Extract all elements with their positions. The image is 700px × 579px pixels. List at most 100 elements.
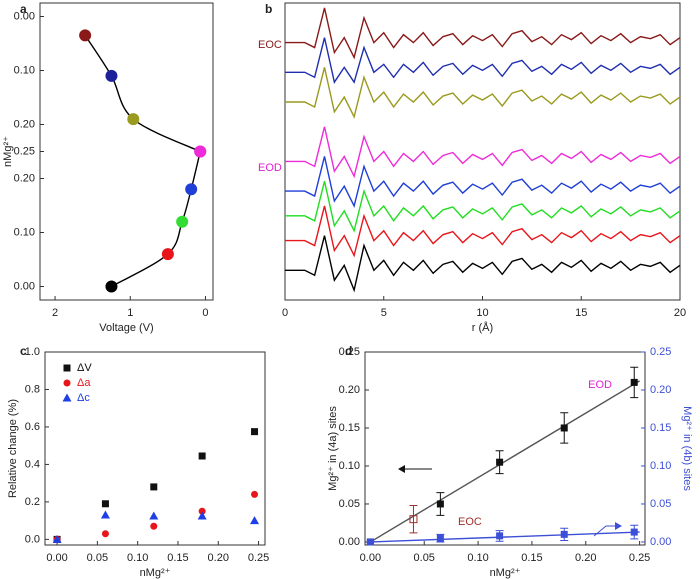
x-tick-label: 0.10 [467,552,488,564]
marker [496,458,504,466]
y2-tick-label: 0.10 [14,64,35,76]
y2-tick-label: 0.00 [650,536,671,548]
line [285,126,681,179]
y2-tick-label: 0.20 [14,118,35,130]
error-bar [409,504,418,534]
y-axis-label: nMg²⁺ [2,136,14,167]
plot-frame [284,2,681,301]
x-tick-label: 0.20 [208,552,229,564]
y2-tick-label: 0.10 [650,460,671,472]
y-tick-label: 0.0 [25,533,40,545]
marker [101,530,109,538]
y-tick-label: 0.00 [339,536,360,548]
x-tick-label: 0.15 [167,552,188,564]
line [285,7,681,60]
x-tick-label: 20 [674,307,686,319]
line [285,235,681,293]
line [370,380,640,543]
line [285,37,681,84]
marker [194,145,207,158]
y-tick-label: 0.2 [25,496,40,508]
marker [560,424,568,432]
x-tick-label: 0.25 [248,552,269,564]
marker [436,534,444,542]
panel-label: a [20,2,27,16]
line [285,205,681,258]
marker [150,522,158,530]
marker [251,428,259,436]
marker [630,378,638,386]
y-tick-label: 0.6 [25,421,40,433]
marker [630,528,638,536]
marker [150,483,158,491]
marker [63,364,71,372]
x-axis-label: r (Å) [472,321,493,334]
x-tick-label: 0.25 [629,552,650,564]
x-tick-label: 15 [575,307,587,319]
arrows [398,465,622,537]
marker [436,500,444,508]
panel-label: d [345,344,352,358]
y-tick-label: 0.10 [14,226,35,238]
marker [101,500,109,508]
line [285,67,681,119]
x-tick-label: 0 [282,307,288,319]
y-tick-label: 0.25 [339,346,360,358]
y2-tick-label: 0.20 [650,384,671,396]
marker [198,452,206,460]
marker [161,248,174,261]
x-tick-label: 0.00 [46,552,67,564]
y-tick-label: 0.4 [25,458,40,470]
marker [198,507,206,515]
y-tick-label: 0.00 [14,280,35,292]
y-tick-label: 0.25 [14,145,35,157]
plot-frame [44,351,266,546]
marker [197,511,207,520]
panel-label: b [265,2,272,16]
plot-frame [364,351,646,546]
x-axis-label: nMg²⁺ [490,567,521,579]
y-axis-label: Mg²⁺ in (4a) sites [327,406,339,491]
x-axis-label: nMg²⁺ [140,567,171,579]
legend-label: Δa [77,377,91,389]
marker [250,516,260,525]
x-tick-label: 0.10 [127,552,148,564]
y2-axis-label: Mg²⁺ in (4b) sites [681,406,693,491]
plot-frame [39,2,214,301]
line [84,35,201,153]
annotation: EOD [588,379,612,391]
x-tick-label: 0.00 [360,552,381,564]
marker [185,183,198,196]
line [370,531,640,543]
x-tick-label: 5 [381,307,387,319]
y2-tick-label: 0.15 [650,422,671,434]
marker [127,113,140,126]
marker [105,280,118,293]
marker [176,215,189,228]
arrow-right [593,525,618,537]
y2-tick-label: 0.25 [650,346,671,358]
y-tick-label: 0.05 [339,498,360,510]
marker [366,538,374,546]
arrow-head [398,465,405,473]
y2-tick-label: 0.00 [14,10,35,22]
y-axis-label: Relative change (%) [7,399,19,498]
x-tick-label: 1 [127,307,133,319]
marker [100,510,110,519]
marker [52,534,62,543]
annotation: EOD [258,162,282,174]
marker [79,29,92,42]
y-tick-label: 0.20 [339,384,360,396]
x-tick-label: 0.20 [575,552,596,564]
annotation: EOC [458,516,482,528]
legend-label: ΔV [77,362,92,374]
marker [496,532,504,540]
line [285,181,681,233]
y-tick-label: 0.10 [339,460,360,472]
line [285,156,681,208]
panel-label: c [20,344,27,358]
x-tick-label: 0.05 [87,552,108,564]
y-tick-label: 0.20 [14,172,35,184]
